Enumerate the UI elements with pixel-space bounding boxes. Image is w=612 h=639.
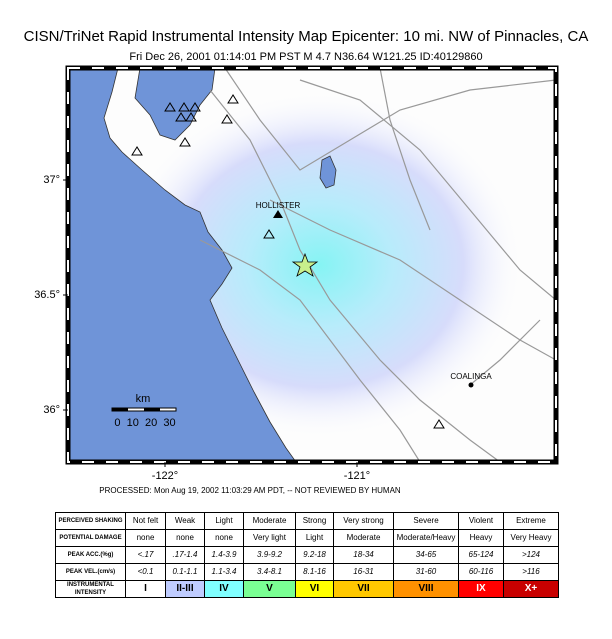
- epicenter: [291, 252, 319, 277]
- x-tick-label: -121°: [344, 470, 370, 482]
- stations: [131, 94, 445, 429]
- ocean: [68, 68, 297, 462]
- subtitle: Fri Dec 26, 2001 01:14:01 PM PST M 4.7 N…: [129, 51, 482, 63]
- intensity-legend: PERCEIVED SHAKING Not felt Weak Light Modera…: [55, 512, 559, 598]
- legend-cell: VI: [295, 580, 334, 598]
- legend-cell: >124: [503, 546, 559, 564]
- legend-label: PERCEIVED SHAKING: [55, 512, 126, 530]
- city-label: HOLLISTER: [256, 201, 301, 210]
- bay: [134, 68, 216, 141]
- legend-row: PEAK ACC.(%g) <.17.17-1.4 1.4-3.9 3.9-9.2 9.…: [55, 546, 559, 564]
- scale-bar: [111, 407, 177, 412]
- legend-label: PEAK VEL.(cm/s): [55, 563, 126, 581]
- legend-cell: Light: [204, 512, 244, 530]
- legend-cell: 65-124: [458, 546, 504, 564]
- legend-cell: Very Heavy: [503, 529, 559, 547]
- legend-cell: 9.2-18: [295, 546, 334, 564]
- legend-cell: Moderate: [333, 529, 394, 547]
- legend-cell: 60-116: [458, 563, 504, 581]
- scale-unit: km: [136, 393, 151, 405]
- city-marker: [273, 210, 283, 218]
- legend-cell: Very strong: [333, 512, 394, 530]
- legend-cell: Not felt: [125, 512, 166, 530]
- y-tick-label: 37°: [43, 174, 60, 186]
- scale-labels: 0 10 20 30: [114, 417, 175, 429]
- legend-cell: VIII: [393, 580, 459, 598]
- legend-cell: Strong: [295, 512, 334, 530]
- legend-cell: IV: [204, 580, 244, 598]
- legend-cell: IX: [458, 580, 504, 598]
- y-tick-label: 36°: [43, 404, 60, 416]
- legend-row: PERCEIVED SHAKING Not felt Weak Light Modera…: [55, 512, 559, 530]
- legend-cell: <.17: [125, 546, 166, 564]
- legend-cell: Weak: [165, 512, 205, 530]
- legend-cell: II-III: [165, 580, 205, 598]
- legend-cell: 1.1-3.4: [204, 563, 244, 581]
- map-area: [68, 68, 556, 462]
- legend-cell: VII: [333, 580, 394, 598]
- legend-cell: 3.9-9.2: [243, 546, 296, 564]
- map-figure: CISN/TriNet Rapid Instrumental Intensity…: [24, 28, 589, 495]
- y-tick-label: 36.5°: [34, 289, 60, 301]
- legend-cell: Light: [295, 529, 334, 547]
- legend-cell: none: [125, 529, 166, 547]
- legend-cell: >116: [503, 563, 559, 581]
- legend-cell: Very light: [243, 529, 296, 547]
- legend-label: POTENTIAL DAMAGE: [55, 529, 126, 547]
- legend-cell: 8.1-16: [295, 563, 334, 581]
- legend-cell: Extreme: [503, 512, 559, 530]
- legend-cell: Heavy: [458, 529, 504, 547]
- legend-cell: <0.1: [125, 563, 166, 581]
- legend-cell: 16-31: [333, 563, 394, 581]
- legend-row: INSTRUMENTAL INTENSITY I II-III IV V VI VII VII…: [55, 580, 559, 598]
- title: CISN/TriNet Rapid Instrumental Intensity…: [24, 28, 589, 45]
- legend-cell: none: [204, 529, 244, 547]
- x-tick-label: -122°: [152, 470, 178, 482]
- legend-cell: 31-60: [393, 563, 459, 581]
- legend-cell: X+: [503, 580, 559, 598]
- legend-cell: none: [165, 529, 205, 547]
- legend-cell: 18-34: [333, 546, 394, 564]
- legend-label: INSTRUMENTAL INTENSITY: [55, 580, 126, 598]
- roads: [199, 68, 556, 462]
- legend-cell: 1.4-3.9: [204, 546, 244, 564]
- legend-cell: I: [125, 580, 166, 598]
- legend-cell: 34-65: [393, 546, 459, 564]
- processed-note: PROCESSED: Mon Aug 19, 2002 11:03:29 AM …: [99, 486, 401, 495]
- legend-cell: V: [243, 580, 296, 598]
- legend-row: PEAK VEL.(cm/s) <0.1 0.1-1.1 1.1-3.4 3.4-8.1…: [55, 563, 559, 581]
- legend-cell: Moderate: [243, 512, 296, 530]
- legend-cell: .17-1.4: [165, 546, 205, 564]
- city-label: COALINGA: [450, 372, 492, 381]
- legend-row: POTENTIAL DAMAGE none none none Very light Li…: [55, 529, 559, 547]
- city-marker: [468, 382, 474, 388]
- legend-cell: Severe: [393, 512, 459, 530]
- legend-cell: Moderate/Heavy: [393, 529, 459, 547]
- reservoir: [319, 155, 337, 189]
- legend-cell: 3.4-8.1: [243, 563, 296, 581]
- legend-label: PEAK ACC.(%g): [55, 546, 126, 564]
- map-frame-pattern: [67, 67, 557, 463]
- legend-cell: Violent: [458, 512, 504, 530]
- legend-cell: 0.1-1.1: [165, 563, 205, 581]
